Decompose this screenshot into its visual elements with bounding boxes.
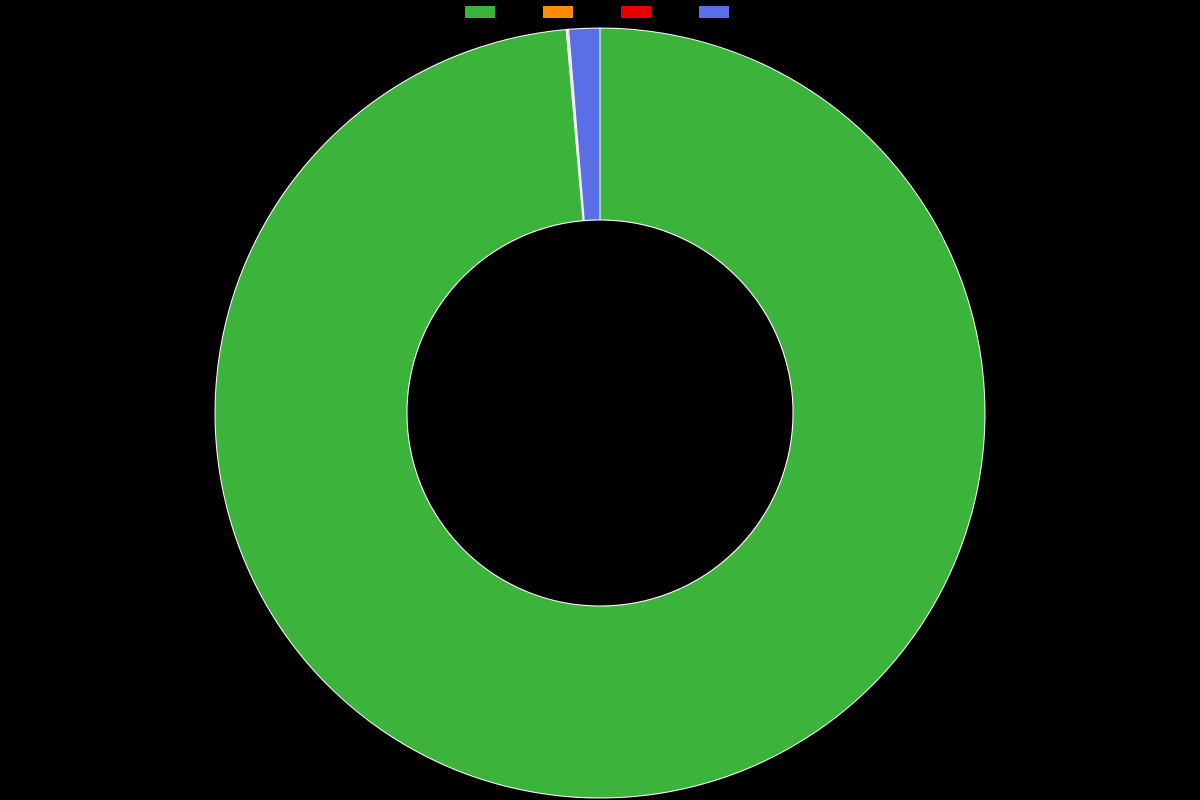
donut-hole xyxy=(407,220,793,606)
donut-chart-container xyxy=(0,0,1200,800)
chart-stage xyxy=(0,0,1200,800)
donut-chart xyxy=(0,0,1200,800)
